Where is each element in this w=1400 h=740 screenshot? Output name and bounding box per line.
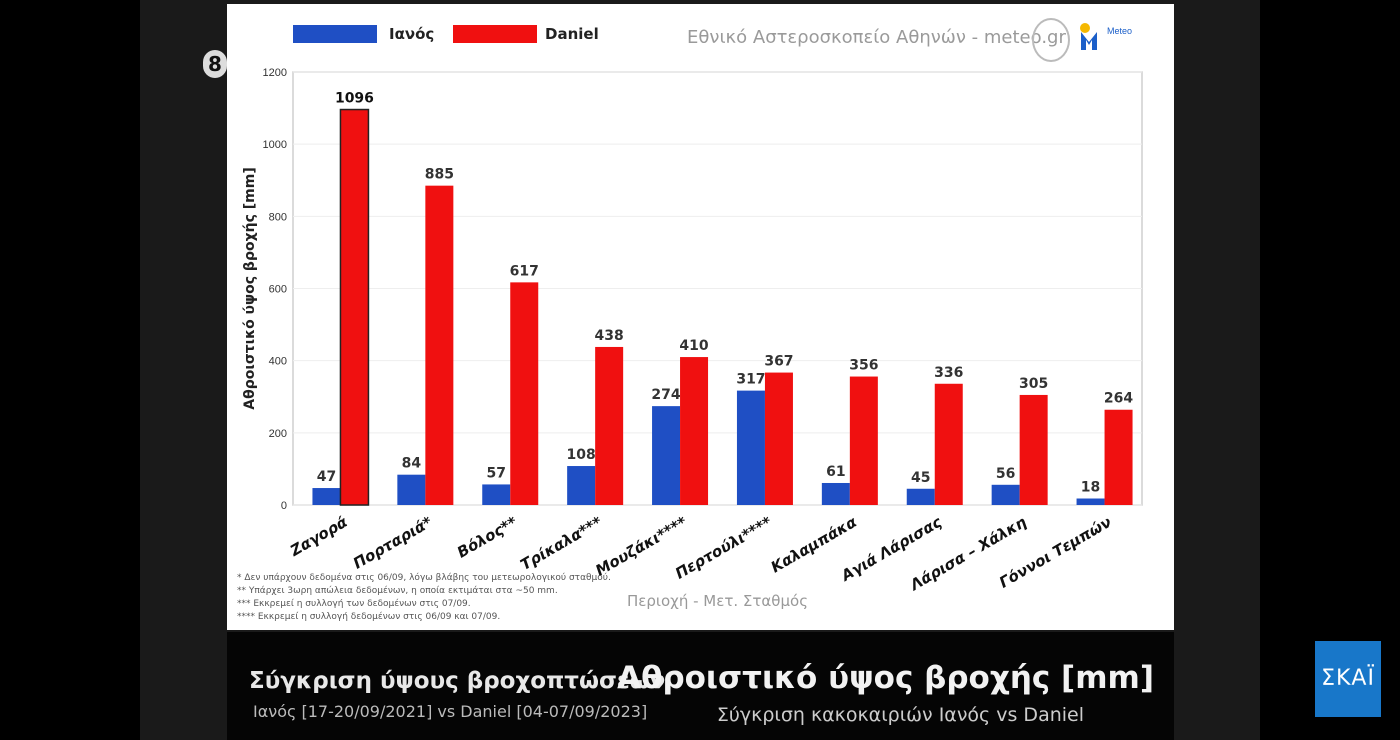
bar-daniel [1104, 409, 1133, 505]
data-label-daniel: 1096 [335, 91, 374, 107]
legend-swatch-ianos [293, 25, 377, 43]
bar-ianos [482, 484, 511, 505]
x-axis-label: Περιοχή - Μετ. Σταθμός [627, 592, 808, 610]
footnote: ** Υπάρχει 3ωρη απώλεια δεδομένων, η οπο… [237, 586, 558, 596]
data-label-ianos: 18 [1081, 480, 1100, 496]
y-axis-label: Αθροιστικό ύψος βροχής [mm] [242, 167, 258, 409]
bar-daniel [849, 376, 878, 505]
bar-ianos [736, 390, 765, 505]
caption-bar: Σύγκριση ύψους βροχοπτώσεων Ιανός [17-20… [227, 632, 1174, 740]
y-tick-label: 0 [281, 500, 287, 512]
data-label-daniel: 885 [425, 167, 454, 183]
bar-ianos [906, 488, 935, 505]
bar-ianos [312, 488, 341, 505]
x-tick-label: Ζαγορά [286, 513, 351, 561]
data-label-ianos: 47 [317, 469, 336, 485]
bar-daniel [425, 185, 454, 505]
slide-number-badge: 8 [203, 50, 227, 78]
legend-swatch-daniel [453, 25, 537, 43]
bar-daniel [680, 357, 709, 505]
footnote: *** Εκκρεμεί η συλλογή των δεδομένων στι… [237, 599, 471, 609]
footnote: * Δεν υπάρχουν δεδομένα στις 06/09, λόγω… [237, 573, 611, 583]
observatory-seal-icon [1032, 18, 1070, 62]
data-label-ianos: 56 [996, 466, 1015, 482]
bar-daniel [764, 372, 793, 505]
data-label-ianos: 84 [402, 456, 422, 472]
x-tick-label: Πορταριά* [350, 513, 436, 573]
data-label-daniel: 305 [1019, 376, 1048, 392]
bar-ianos [652, 406, 681, 505]
y-tick-label: 200 [269, 428, 287, 440]
bar-daniel [595, 346, 624, 505]
data-label-ianos: 274 [651, 387, 680, 403]
caption-left-title: Σύγκριση ύψους βροχοπτώσεων [249, 668, 666, 694]
source-text: Εθνικό Αστεροσκοπείο Αθηνών - meteo.gr [687, 27, 1066, 48]
data-label-ianos: 61 [826, 464, 845, 480]
bar-ianos [1076, 498, 1105, 505]
legend-label-ianos: Ιανός [389, 25, 435, 43]
data-label-ianos: 108 [567, 447, 596, 463]
data-label-daniel: 617 [510, 263, 539, 279]
bar-daniel [339, 108, 370, 506]
y-tick-label: 1000 [263, 139, 287, 151]
x-tick-label: Βόλος** [454, 513, 520, 562]
data-label-daniel: 356 [849, 358, 878, 374]
footnote: **** Εκκρεμεί η συλλογή δεδομένων στις 0… [237, 612, 501, 622]
bar-ianos [397, 474, 426, 505]
y-tick-label: 600 [269, 284, 287, 296]
bar-chart: 0 200 400 600 800 1000 1200 Αθροιστικό ύψος βρο… [242, 67, 1143, 610]
data-label-daniel: 410 [679, 338, 708, 354]
legend-label-daniel: Daniel [545, 25, 599, 43]
data-label-daniel: 336 [934, 365, 963, 381]
footnotes: * Δεν υπάρχουν δεδομένα στις 06/09, λόγω… [237, 572, 611, 624]
bar-ianos [567, 466, 596, 505]
caption-right-subtitle: Σύγκριση κακοκαιριών Ιανός vs Daniel [716, 704, 1084, 726]
meteo-logo-icon: Meteo [1080, 23, 1132, 50]
data-label-daniel: 264 [1104, 391, 1133, 407]
bar-daniel [934, 383, 963, 505]
bar-ianos [821, 482, 850, 505]
data-label-daniel: 367 [764, 354, 793, 370]
caption-left-subtitle: Ιανός [17-20/09/2021] vs Daniel [04-07/0… [253, 702, 648, 721]
y-tick-label: 800 [269, 211, 287, 223]
y-tick-label: 1200 [263, 67, 287, 79]
svg-text:Meteo: Meteo [1107, 26, 1132, 36]
bar-daniel [510, 282, 539, 505]
channel-logo: ΣΚΑΪ [1315, 641, 1381, 717]
chart-panel: Ιανός Daniel Εθνικό Αστεροσκοπείο Αθηνών… [227, 4, 1174, 630]
bar-daniel [1019, 394, 1048, 505]
y-tick-label: 400 [269, 356, 287, 368]
x-tick-label: Περτούλι**** [672, 513, 775, 583]
data-label-daniel: 438 [595, 328, 624, 344]
data-label-ianos: 57 [487, 465, 506, 481]
data-label-ianos: 45 [911, 470, 930, 486]
caption-right-title: Αθροιστικό ύψος βροχής [mm] [617, 660, 1154, 696]
bar-ianos [991, 484, 1020, 505]
data-label-ianos: 317 [736, 372, 765, 388]
